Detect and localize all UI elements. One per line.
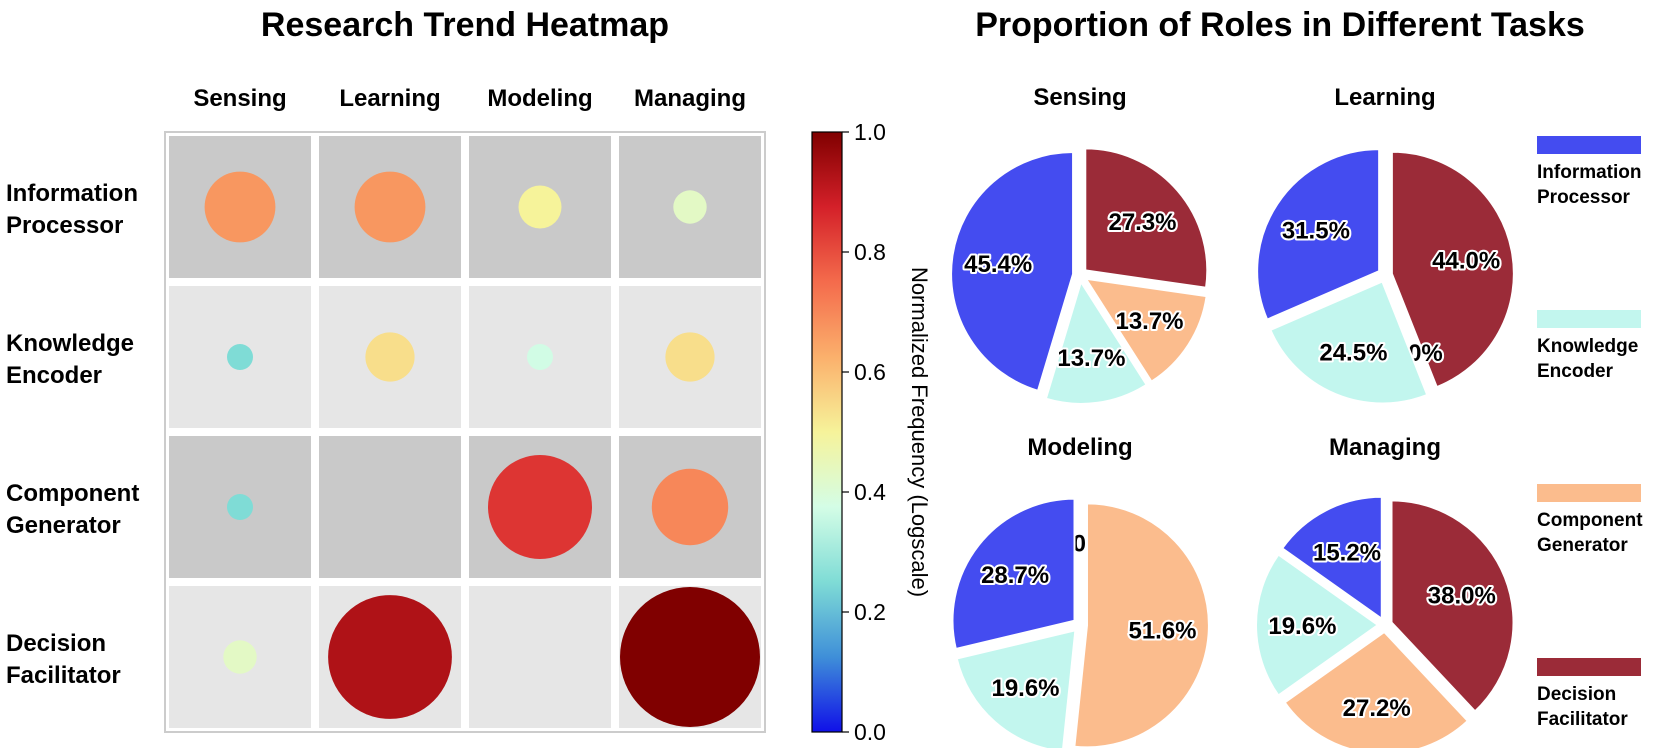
heatmap-column-label: Modeling: [487, 85, 592, 112]
colorbar-tick-label: 0.0: [854, 719, 886, 745]
heatmap-bubble: [518, 185, 562, 229]
heatmap-bubble: [227, 344, 253, 370]
pies-title: Proportion of Roles in Different Tasks: [975, 6, 1585, 44]
legend-label: Encoder: [1537, 361, 1614, 382]
pie-slice: [955, 628, 1077, 748]
heatmap-row-label: Facilitator: [6, 662, 121, 689]
pie-charts: Sensing 27.3% 13.7% 13.7% 45.4% Learning 44.0%…: [950, 84, 1515, 748]
legend-swatch: [1537, 310, 1641, 328]
pie-slice-label: 15.2%: [1313, 540, 1381, 567]
heatmap-row-label: Information: [6, 180, 138, 207]
colorbar-tick-label: 0.4: [854, 479, 886, 505]
legend-label: Decision: [1537, 684, 1616, 705]
pie-slice-label: 31.5%: [1282, 218, 1350, 245]
heatmap-row-label: Encoder: [6, 362, 102, 389]
pie-slice-label: 45.4%: [964, 251, 1032, 278]
pie-slice: [1390, 150, 1515, 389]
heatmap-bubble: [673, 190, 707, 224]
legend-label: Component: [1537, 510, 1643, 531]
heatmap-frame: [164, 131, 766, 733]
pie-slice-label: 27.3%: [1108, 209, 1176, 236]
heatmap-bubbles: [204, 171, 760, 727]
role-proportion-pies: Proportion of Roles in Different Tasks S…: [950, 6, 1643, 748]
pie-slice-label: 19.6%: [991, 675, 1059, 702]
colorbar-label: Normalized Frequency (Logscale): [907, 267, 932, 597]
heatmap-column-label: Sensing: [193, 85, 286, 112]
heatmap-row-label: Generator: [6, 512, 121, 539]
legend-label: Processor: [1537, 187, 1631, 208]
legend-label: Facilitator: [1537, 709, 1628, 730]
legend-label: Knowledge: [1537, 336, 1638, 357]
pie-slice: [1269, 280, 1429, 405]
pie-slice: [1073, 502, 1210, 748]
pie-slice: [950, 150, 1075, 393]
pie-slice: [951, 497, 1076, 651]
pie-slice: [1255, 553, 1380, 697]
pie-title: Learning: [1334, 84, 1435, 111]
pie-slice-label: 19.6%: [1268, 613, 1336, 640]
pie-chart: Sensing 27.3% 13.7% 13.7% 45.4%: [950, 84, 1209, 405]
pie-slice-label: 51.6%: [1128, 617, 1196, 644]
heatmap-row-label: Component: [6, 480, 139, 507]
heatmap-bubble: [354, 171, 426, 243]
colorbar-gradient: [811, 131, 843, 733]
pie-slice-label: 38.0%: [1428, 583, 1496, 610]
heatmap-bubble: [365, 332, 415, 382]
heatmap-bubble: [651, 468, 729, 546]
heatmap-bubble: [620, 587, 760, 727]
pie-slice-label: 24.5%: [1319, 339, 1387, 366]
pie-slice: [1084, 147, 1209, 289]
pie-legend: Information Processor Knowledge Encoder Comp…: [1537, 136, 1643, 730]
legend-swatch: [1537, 484, 1641, 502]
pie-title: Sensing: [1033, 84, 1126, 111]
heatmap-row-labels: Information Processor Knowledge Encoder Comp…: [6, 180, 139, 689]
heatmap-row-label: Knowledge: [6, 330, 134, 357]
pie-slice-label: 13.7%: [1057, 345, 1125, 372]
pie-slice: [1283, 630, 1470, 748]
heatmap-column-label: Learning: [339, 85, 440, 112]
research-trend-heatmap: Research Trend Heatmap Sensing Learning Mo…: [6, 6, 766, 733]
colorbar-tick-label: 0.6: [854, 359, 886, 385]
heatmap-cell: [469, 586, 611, 728]
colorbar-tick-label: 1.0: [854, 119, 886, 145]
heatmap-bubble: [665, 332, 715, 382]
legend-swatch: [1537, 136, 1641, 154]
pie-title: Managing: [1329, 434, 1441, 461]
heatmap-bubble: [223, 640, 257, 674]
heatmap-row-label: Decision: [6, 630, 106, 657]
legend-swatch: [1537, 658, 1641, 676]
pie-slice-label: 28.7%: [981, 562, 1049, 589]
pie-slice: [1083, 277, 1208, 384]
legend-label: Information: [1537, 162, 1642, 183]
colorbar-ticks: 0.0 0.2 0.4 0.6 0.8 1.0: [842, 119, 886, 745]
heatmap-bubble: [204, 171, 276, 243]
pie-slice: [1256, 148, 1381, 321]
pie-slice-label: 27.2%: [1343, 695, 1411, 722]
heatmap-bubble: [527, 344, 553, 370]
pie-slice: [1044, 279, 1148, 405]
colorbar: 0.0 0.2 0.4 0.6 0.8 1.0 Normalized Frequency …: [811, 119, 932, 745]
heatmap-bubble: [488, 455, 592, 559]
colorbar-tick-label: 0.8: [854, 239, 886, 265]
pie-slice-label: 13.7%: [1115, 308, 1183, 335]
heatmap-row-label: Processor: [6, 212, 123, 239]
heatmap-title: Research Trend Heatmap: [261, 6, 669, 44]
heatmap-cell: [319, 436, 461, 578]
heatmap-column-labels: Sensing Learning Modeling Managing: [193, 85, 746, 112]
heatmap-column-label: Managing: [634, 85, 746, 112]
heatmap-bubble: [227, 494, 253, 520]
heatmap-bubble: [328, 595, 452, 719]
pie-slice: [1390, 499, 1515, 713]
pie-slice-label: 44.0%: [1432, 248, 1500, 275]
pie-slice: [1280, 495, 1383, 621]
colorbar-tick-label: 0.2: [854, 599, 886, 625]
pie-title: Modeling: [1027, 434, 1132, 461]
legend-label: Generator: [1537, 535, 1628, 556]
pie-chart: Managing 38.0% 27.2% 19.6% 15.2%: [1255, 434, 1515, 748]
